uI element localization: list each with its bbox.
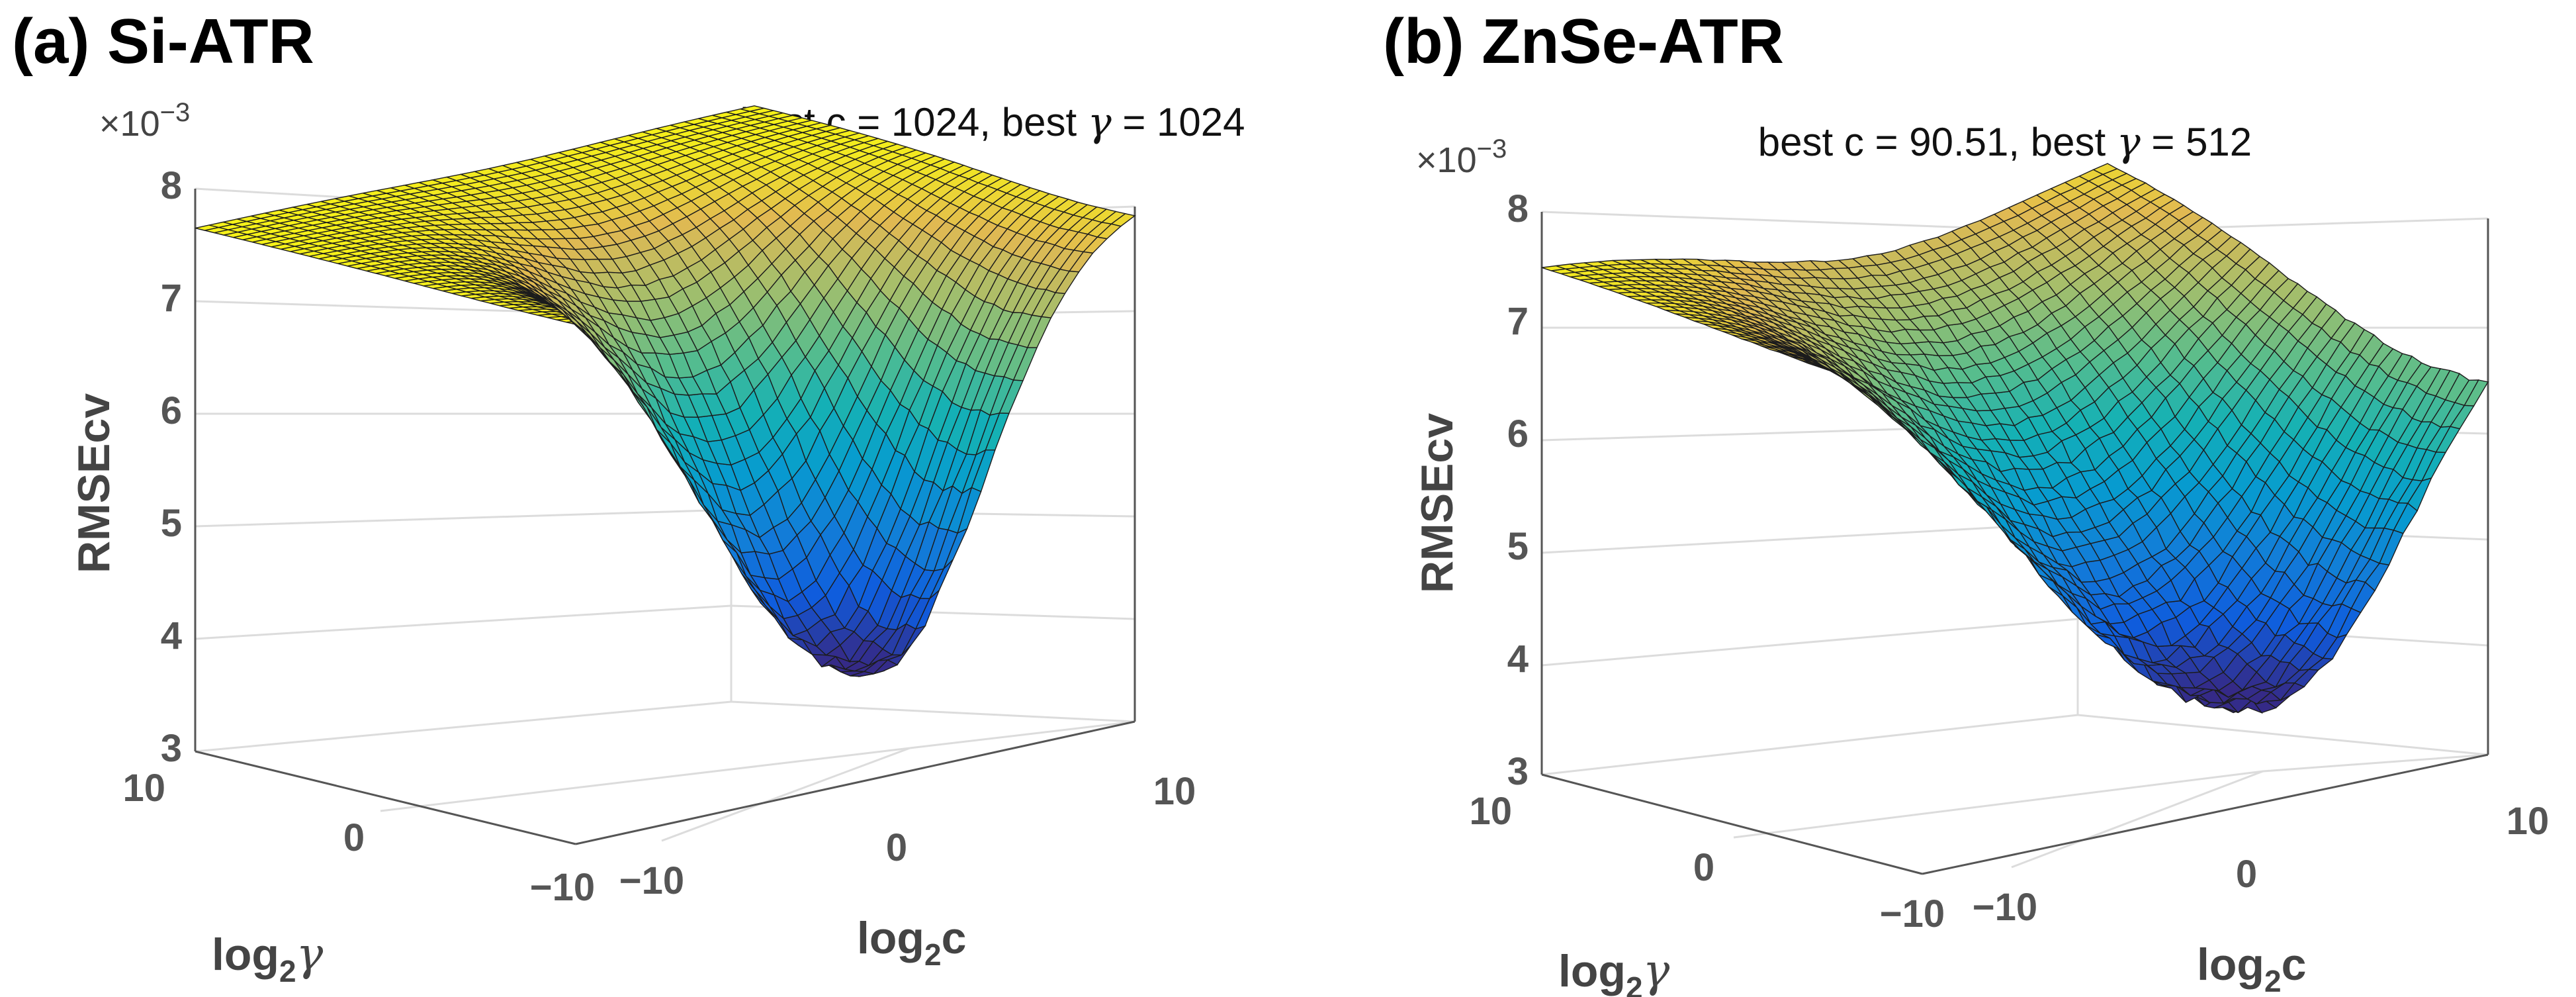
panel-a-z-ticks: 3 4 5 6 7 8 (161, 164, 182, 770)
panel-a-axes (194, 189, 1136, 845)
panel-a-z-tick: 4 (161, 614, 182, 657)
panel-b-c-ticks: −10 0 10 (1973, 800, 2549, 929)
panel-a-z-tick: 3 (161, 727, 182, 770)
surface-facet (740, 105, 764, 112)
panel-a-c-title: log2c (857, 913, 966, 972)
panel-b-z-title: RMSEcv (1412, 413, 1462, 593)
panel-b-z-tick: 3 (1507, 750, 1529, 793)
panel-a-gamma-ticks: 10 0 −10 (122, 767, 595, 909)
panel-b-gamma-title: log2γ (1558, 945, 1670, 997)
panel-a-z-tick: 5 (161, 502, 182, 545)
panel-b-gamma-tick: 0 (1693, 846, 1714, 889)
panel-b-c-tick: −10 (1973, 886, 2037, 929)
panel-b-z-tick: 4 (1507, 638, 1529, 681)
panel-b-gamma-ticks: 10 0 −10 (1469, 790, 1945, 935)
panel-a-gamma-title: log2γ (212, 929, 324, 988)
panel-b-c-title: log2c (2197, 939, 2306, 997)
panel-a-z-tick: 6 (161, 389, 182, 432)
panel-a-gamma-tick: −10 (530, 866, 595, 909)
panel-a-c-ticks: −10 0 10 (619, 770, 1196, 902)
panel-b-z-ticks: 3 4 5 6 7 8 (1507, 187, 1529, 793)
panel-a-c-tick: 0 (886, 826, 907, 869)
panel-b-label: (b) ZnSe-ATR (1383, 6, 1784, 77)
panel-b-c-tick: 10 (2507, 800, 2550, 843)
panel-b-c-tick: 0 (2236, 853, 2257, 896)
panel-b-z-multiplier: ×10−3 (1416, 134, 1507, 180)
panel-b-subtitle: best c = 90.51, best γ = 512 (1758, 119, 2252, 166)
panel-a-z-tick: 8 (161, 164, 182, 207)
panel-b: (b) ZnSe-ATR best c = 90.51, best γ = 51… (1383, 6, 2549, 997)
panel-a-c-tick: 10 (1153, 770, 1196, 813)
panel-a-gamma-tick: 10 (122, 767, 165, 810)
panel-b-surface (1541, 163, 2489, 714)
panel-a-label: (a) Si-ATR (12, 6, 314, 77)
panel-b-z-tick: 8 (1507, 187, 1529, 230)
panel-a-z-tick: 7 (161, 277, 182, 320)
panel-a: (a) Si-ATR best c = 1024, best γ = 1024 … (12, 6, 1245, 988)
surface-facet (2092, 163, 2119, 175)
panel-a-surface (195, 105, 1136, 677)
panel-a-z-multiplier: ×10−3 (99, 98, 190, 144)
panel-a-gamma-tick: 0 (343, 816, 365, 859)
panel-b-axes (1540, 212, 2489, 875)
panel-a-z-title: RMSEcv (69, 393, 119, 573)
panel-b-z-tick: 6 (1507, 412, 1529, 455)
panel-b-gamma-tick: 10 (1469, 790, 1512, 833)
panel-a-c-tick: −10 (619, 859, 684, 902)
panel-b-gamma-tick: −10 (1880, 892, 1945, 935)
panel-b-z-tick: 7 (1507, 300, 1529, 343)
panel-b-z-tick: 5 (1507, 525, 1529, 568)
